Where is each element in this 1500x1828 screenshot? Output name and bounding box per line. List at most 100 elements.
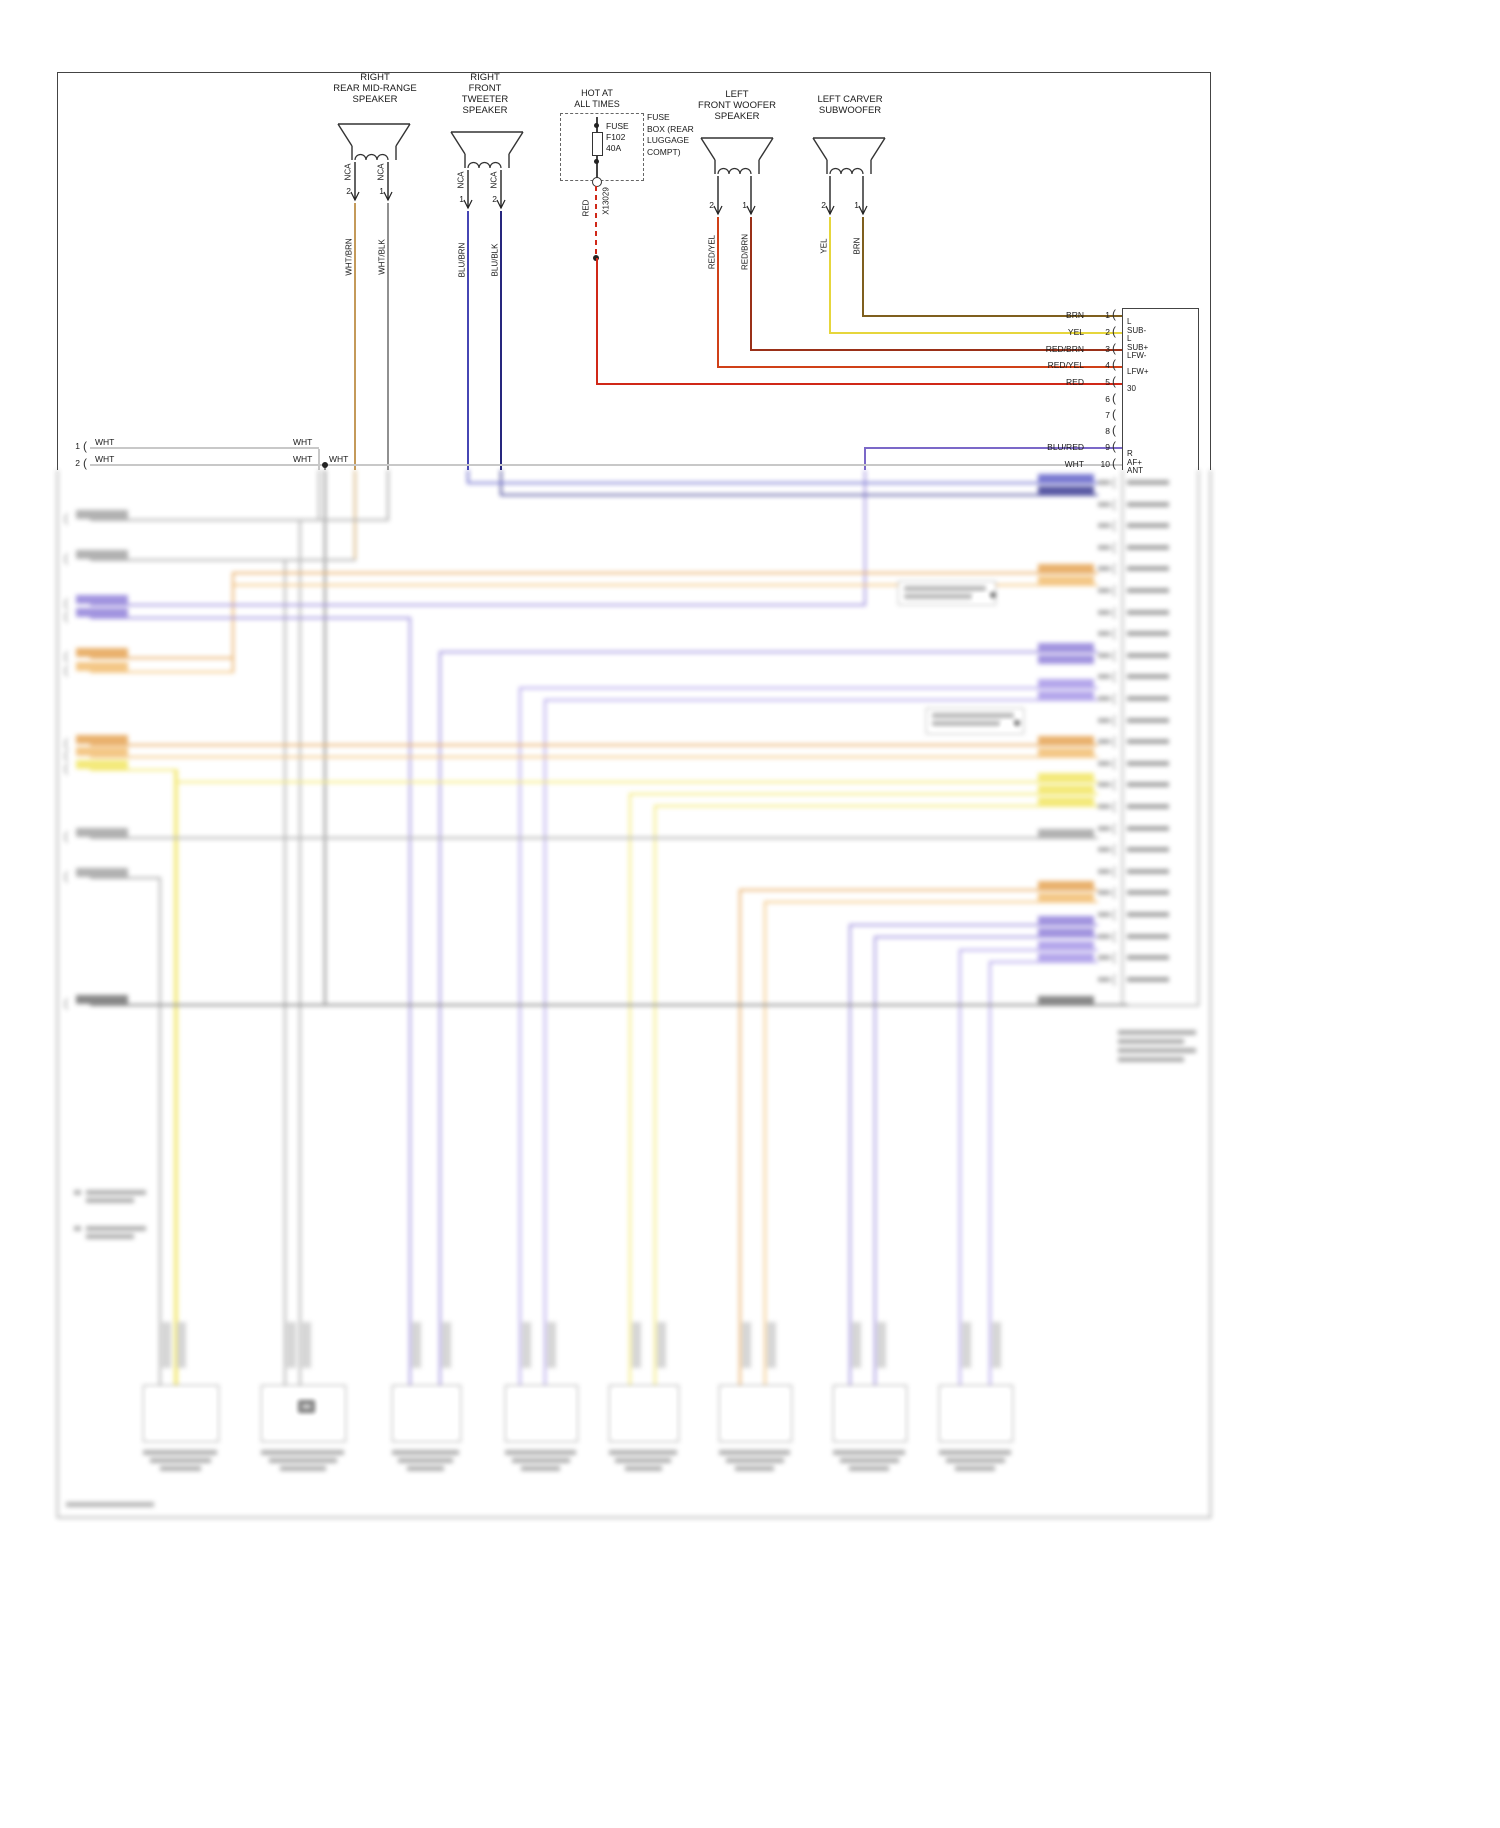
- pin-bracket-icon: (: [1112, 712, 1116, 727]
- pin-label-blur: [1127, 652, 1169, 658]
- blur-wire-orange2: [232, 584, 1098, 586]
- fuse-terminal-dot-bottom: [594, 159, 599, 164]
- hot-line-1: HOT AT: [581, 88, 613, 98]
- blur-wire-orange: [232, 572, 234, 673]
- connector-wire-label: BLU/RED: [1047, 442, 1084, 452]
- wht-wire-label: WHT: [293, 454, 313, 464]
- pin-label-blur: [1127, 912, 1169, 917]
- wire-code-chip: [76, 510, 128, 519]
- blur-wire-gray: [90, 559, 356, 561]
- pin-label-blur: [1127, 847, 1169, 853]
- connector-pin-label: LFW-: [1127, 351, 1147, 360]
- pin-number-blur: [1098, 480, 1110, 485]
- pin-label-blur: [1127, 566, 1169, 572]
- blur-wire-orange: [739, 889, 741, 1385]
- speaker-pin-number: 1: [854, 200, 859, 210]
- speaker-name-line: SPEAKER: [714, 111, 760, 122]
- fuse-line-3: 40A: [606, 143, 622, 153]
- wire-code-chip: [1038, 953, 1094, 962]
- wire-code-chip: [1038, 576, 1094, 585]
- wire-color-label: RED/YEL: [707, 234, 717, 270]
- fusebox-line-3: LUGGAGE: [647, 135, 690, 145]
- wire-code-chip: [1038, 829, 1094, 838]
- pin-bracket-icon: (: [1112, 475, 1116, 489]
- wire-code-chip: [76, 828, 128, 837]
- wire-code-chip: [76, 608, 128, 617]
- connector-pin-number: 9: [1105, 442, 1110, 452]
- blur-wire-dkgray: [90, 1004, 1128, 1006]
- blur-wire-purple: [874, 936, 1098, 938]
- connector-pin-label: R AF+: [1127, 449, 1142, 467]
- pin-number-blur: [1098, 890, 1110, 896]
- pin-number-blur: [1098, 566, 1110, 572]
- pin-number-blur: [1098, 674, 1110, 680]
- pin-bracket-icon: (: [1112, 496, 1116, 511]
- right-connector-border-top: [1122, 308, 1198, 309]
- wire-code-chip: [1038, 941, 1094, 950]
- pin-bracket-icon: (: [1112, 928, 1116, 943]
- terminal-circle-icon: [592, 177, 602, 187]
- lead-label-chip: [547, 1322, 556, 1368]
- nca-label: NCA: [489, 171, 499, 189]
- blur-wire-orange: [90, 744, 1098, 746]
- connector-caption: [939, 1450, 1011, 1455]
- junction-dot: [990, 592, 996, 598]
- connector-caption: [160, 1466, 201, 1471]
- connector-caption: [609, 1450, 677, 1455]
- blur-wire-orange2: [764, 901, 1098, 903]
- note-number: [74, 1226, 81, 1231]
- pin-number-blur: [1098, 955, 1110, 961]
- speaker-name-line: TWEETER: [461, 94, 509, 105]
- note-number: [74, 1190, 81, 1195]
- blur-wire-yellow: [90, 769, 176, 771]
- lead-label-chip: [412, 1322, 421, 1368]
- connector-wire-label: BRN: [1066, 310, 1084, 320]
- speaker-name-line: FRONT WOOFER: [698, 100, 776, 111]
- blur-wire-yellow: [654, 805, 656, 1385]
- connector-caption: [615, 1458, 671, 1463]
- pin-number-blur: [1098, 825, 1110, 831]
- pin-label-blur: [1127, 804, 1169, 809]
- speaker-name-label: LEFT CARVER SUBWOOFER: [775, 94, 925, 116]
- wire-code-chip: [1038, 893, 1094, 902]
- right-connector-border-left: [1122, 308, 1123, 470]
- wire-wht_brn: [354, 203, 356, 470]
- wire-color-label: BRN: [852, 237, 862, 255]
- wire-code-chip: [1038, 643, 1094, 652]
- pin-bracket-icon: (: [1112, 539, 1116, 554]
- pin-label-blur: [1127, 696, 1169, 701]
- annotation-text: [904, 586, 986, 591]
- connector-inner-glyph: [298, 1400, 315, 1413]
- blur-wire-purple2: [989, 961, 1098, 963]
- blur-wire-blu_blk: [500, 470, 502, 496]
- footer-note: [66, 1502, 154, 1507]
- pin-number-blur: [1098, 544, 1110, 550]
- pin-label-blur: [1127, 501, 1169, 507]
- speaker-name-label: RIGHT FRONT TWEETER SPEAKER: [410, 72, 560, 116]
- connector-inner-glyph-line: [302, 1405, 311, 1408]
- connector-pin-label: ANT: [1127, 466, 1143, 475]
- blur-wire-gray: [90, 877, 160, 879]
- speaker-symbol-icon: [449, 130, 525, 214]
- speaker-name-line: FRONT: [468, 83, 502, 94]
- pin-label-blur: [1127, 825, 1169, 831]
- wire-code-chip: [76, 868, 128, 877]
- wire-code-chip: [76, 550, 128, 559]
- pin-bracket-icon: (: [1112, 647, 1116, 662]
- pin-number-blur: [1098, 912, 1110, 917]
- pin-bracket-icon: (: [64, 829, 68, 843]
- connector-caption: [512, 1458, 570, 1463]
- blur-wire-yellow: [174, 769, 178, 1385]
- speaker-pin-number: 2: [709, 200, 714, 210]
- bottom-connector-box: [719, 1385, 792, 1442]
- pin-bracket-icon: (: [1112, 423, 1116, 437]
- blur-wire-purple: [439, 651, 441, 1385]
- wire-code-chip: [76, 595, 128, 604]
- speaker-name-line: SPEAKER: [462, 105, 508, 116]
- lead-label-chip: [742, 1322, 751, 1368]
- wire-wht: [90, 447, 319, 449]
- blur-wire-blu_brn: [467, 470, 469, 484]
- diagram-border-top: [57, 72, 1210, 73]
- bottom-connector-box: [939, 1385, 1013, 1442]
- wire-code-chip: [1038, 996, 1094, 1005]
